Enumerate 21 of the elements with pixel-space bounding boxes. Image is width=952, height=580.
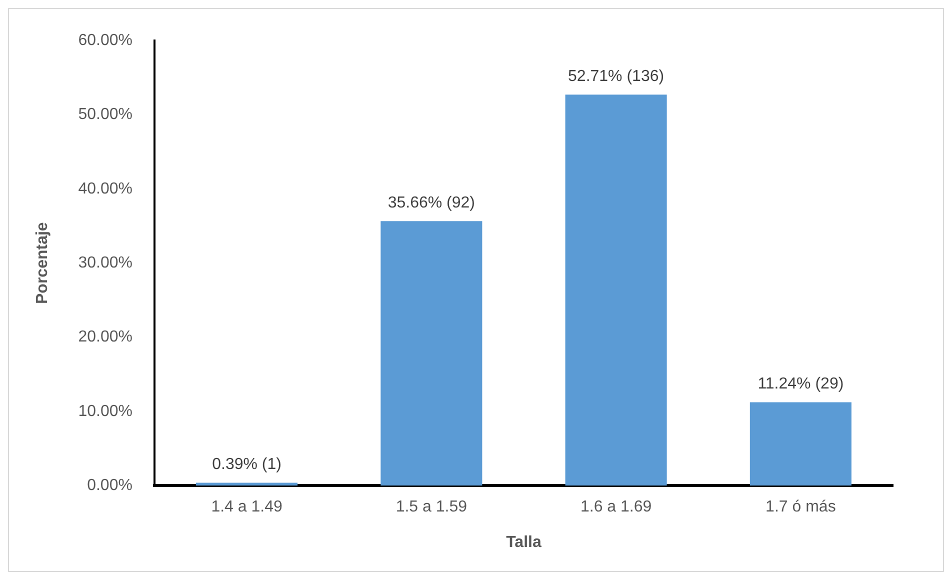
- x-tick-label: 1.5 a 1.59: [396, 498, 468, 516]
- bar: [380, 221, 482, 486]
- y-tick-label: 0.00%: [87, 477, 132, 494]
- y-tick-label: 50.00%: [78, 106, 132, 124]
- x-axis-title: Talla: [506, 534, 542, 551]
- data-label: 0.39% (1): [212, 456, 282, 474]
- y-tick-label: 40.00%: [78, 180, 132, 198]
- bar: [196, 482, 298, 486]
- y-tick-label: 10.00%: [78, 402, 132, 420]
- bar: [565, 94, 667, 486]
- data-label: 52.71% (136): [568, 68, 664, 86]
- data-label: 11.24% (29): [758, 376, 844, 393]
- y-tick-label: 60.00%: [78, 32, 132, 50]
- y-tick-label: 30.00%: [78, 254, 132, 272]
- bar: [750, 402, 852, 486]
- x-tick-label: 1.7 ó más: [766, 498, 836, 516]
- y-tick-label: 20.00%: [78, 328, 132, 346]
- x-tick-label: 1.6 a 1.69: [580, 498, 652, 516]
- y-axis-title: Porcentaje: [34, 222, 52, 304]
- data-label: 35.66% (92): [388, 194, 475, 212]
- x-tick-label: 1.4 a 1.49: [211, 498, 282, 516]
